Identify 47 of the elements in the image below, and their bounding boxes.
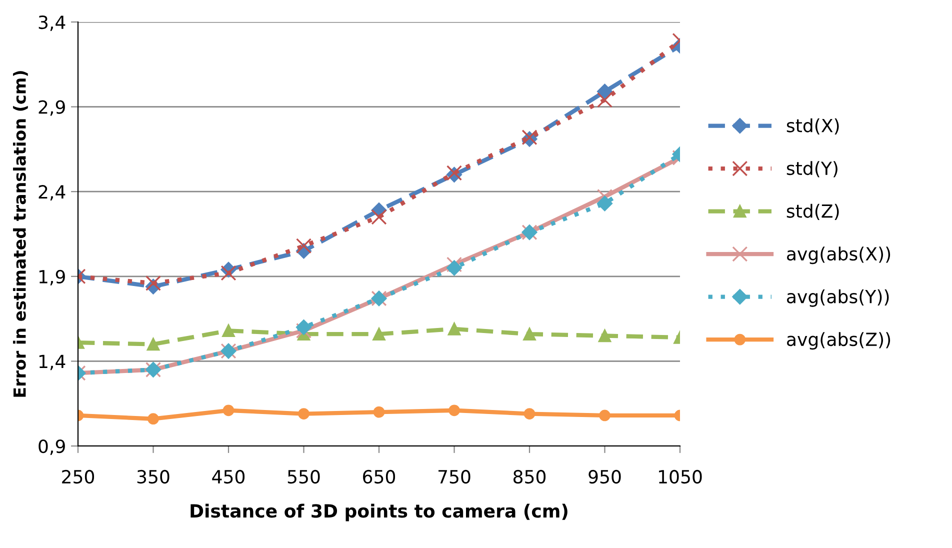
point <box>371 209 387 225</box>
legend-label: avg(abs(X)) <box>787 246 890 264</box>
point <box>296 238 312 254</box>
point <box>596 92 613 108</box>
point <box>524 408 536 420</box>
y-tick-label: 2,4 <box>38 185 66 201</box>
point <box>220 265 236 281</box>
y-tick-label: 1,4 <box>39 354 66 370</box>
point <box>145 275 162 291</box>
x-tick-label: 250 <box>62 470 94 484</box>
point <box>523 328 536 340</box>
point <box>222 324 235 338</box>
y-tick-label: 2,9 <box>38 100 65 116</box>
x-tick-label: 950 <box>588 470 621 484</box>
legend-label: std(Y) <box>786 161 838 178</box>
point <box>296 322 312 338</box>
y-tick-label: 1,9 <box>39 270 65 286</box>
legend-label: avg(abs(Z)) <box>787 332 890 350</box>
point <box>148 413 159 425</box>
x-tick-label: 1050 <box>659 470 702 484</box>
x-tick-label: 750 <box>438 470 470 484</box>
y-tick-label: 0,9 <box>38 439 65 455</box>
point <box>448 404 460 416</box>
point <box>597 84 612 100</box>
point <box>146 338 160 351</box>
legend-label: std(X) <box>786 118 839 134</box>
point <box>448 322 461 336</box>
x-axis-title: Distance of 3D points to camera (cm) <box>190 504 568 522</box>
x-tick-label: 650 <box>363 470 396 484</box>
point <box>222 404 234 416</box>
point <box>598 329 612 342</box>
y-axis-title: Error in estimated translation (cm) <box>13 71 28 397</box>
point <box>373 406 385 418</box>
point <box>446 260 462 276</box>
point <box>296 320 312 335</box>
x-tick-label: 450 <box>212 470 245 484</box>
x-tick-label: 850 <box>513 470 546 484</box>
point <box>597 196 612 212</box>
legend-label: avg(abs(Y)) <box>787 289 889 307</box>
point <box>599 410 610 422</box>
y-tick-label: 3,4 <box>38 15 66 31</box>
point <box>372 328 386 340</box>
point <box>298 408 310 420</box>
legend-label: std(Z) <box>786 204 839 220</box>
point <box>446 256 462 272</box>
x-tick-label: 350 <box>137 470 170 484</box>
x-tick-label: 550 <box>288 470 320 484</box>
